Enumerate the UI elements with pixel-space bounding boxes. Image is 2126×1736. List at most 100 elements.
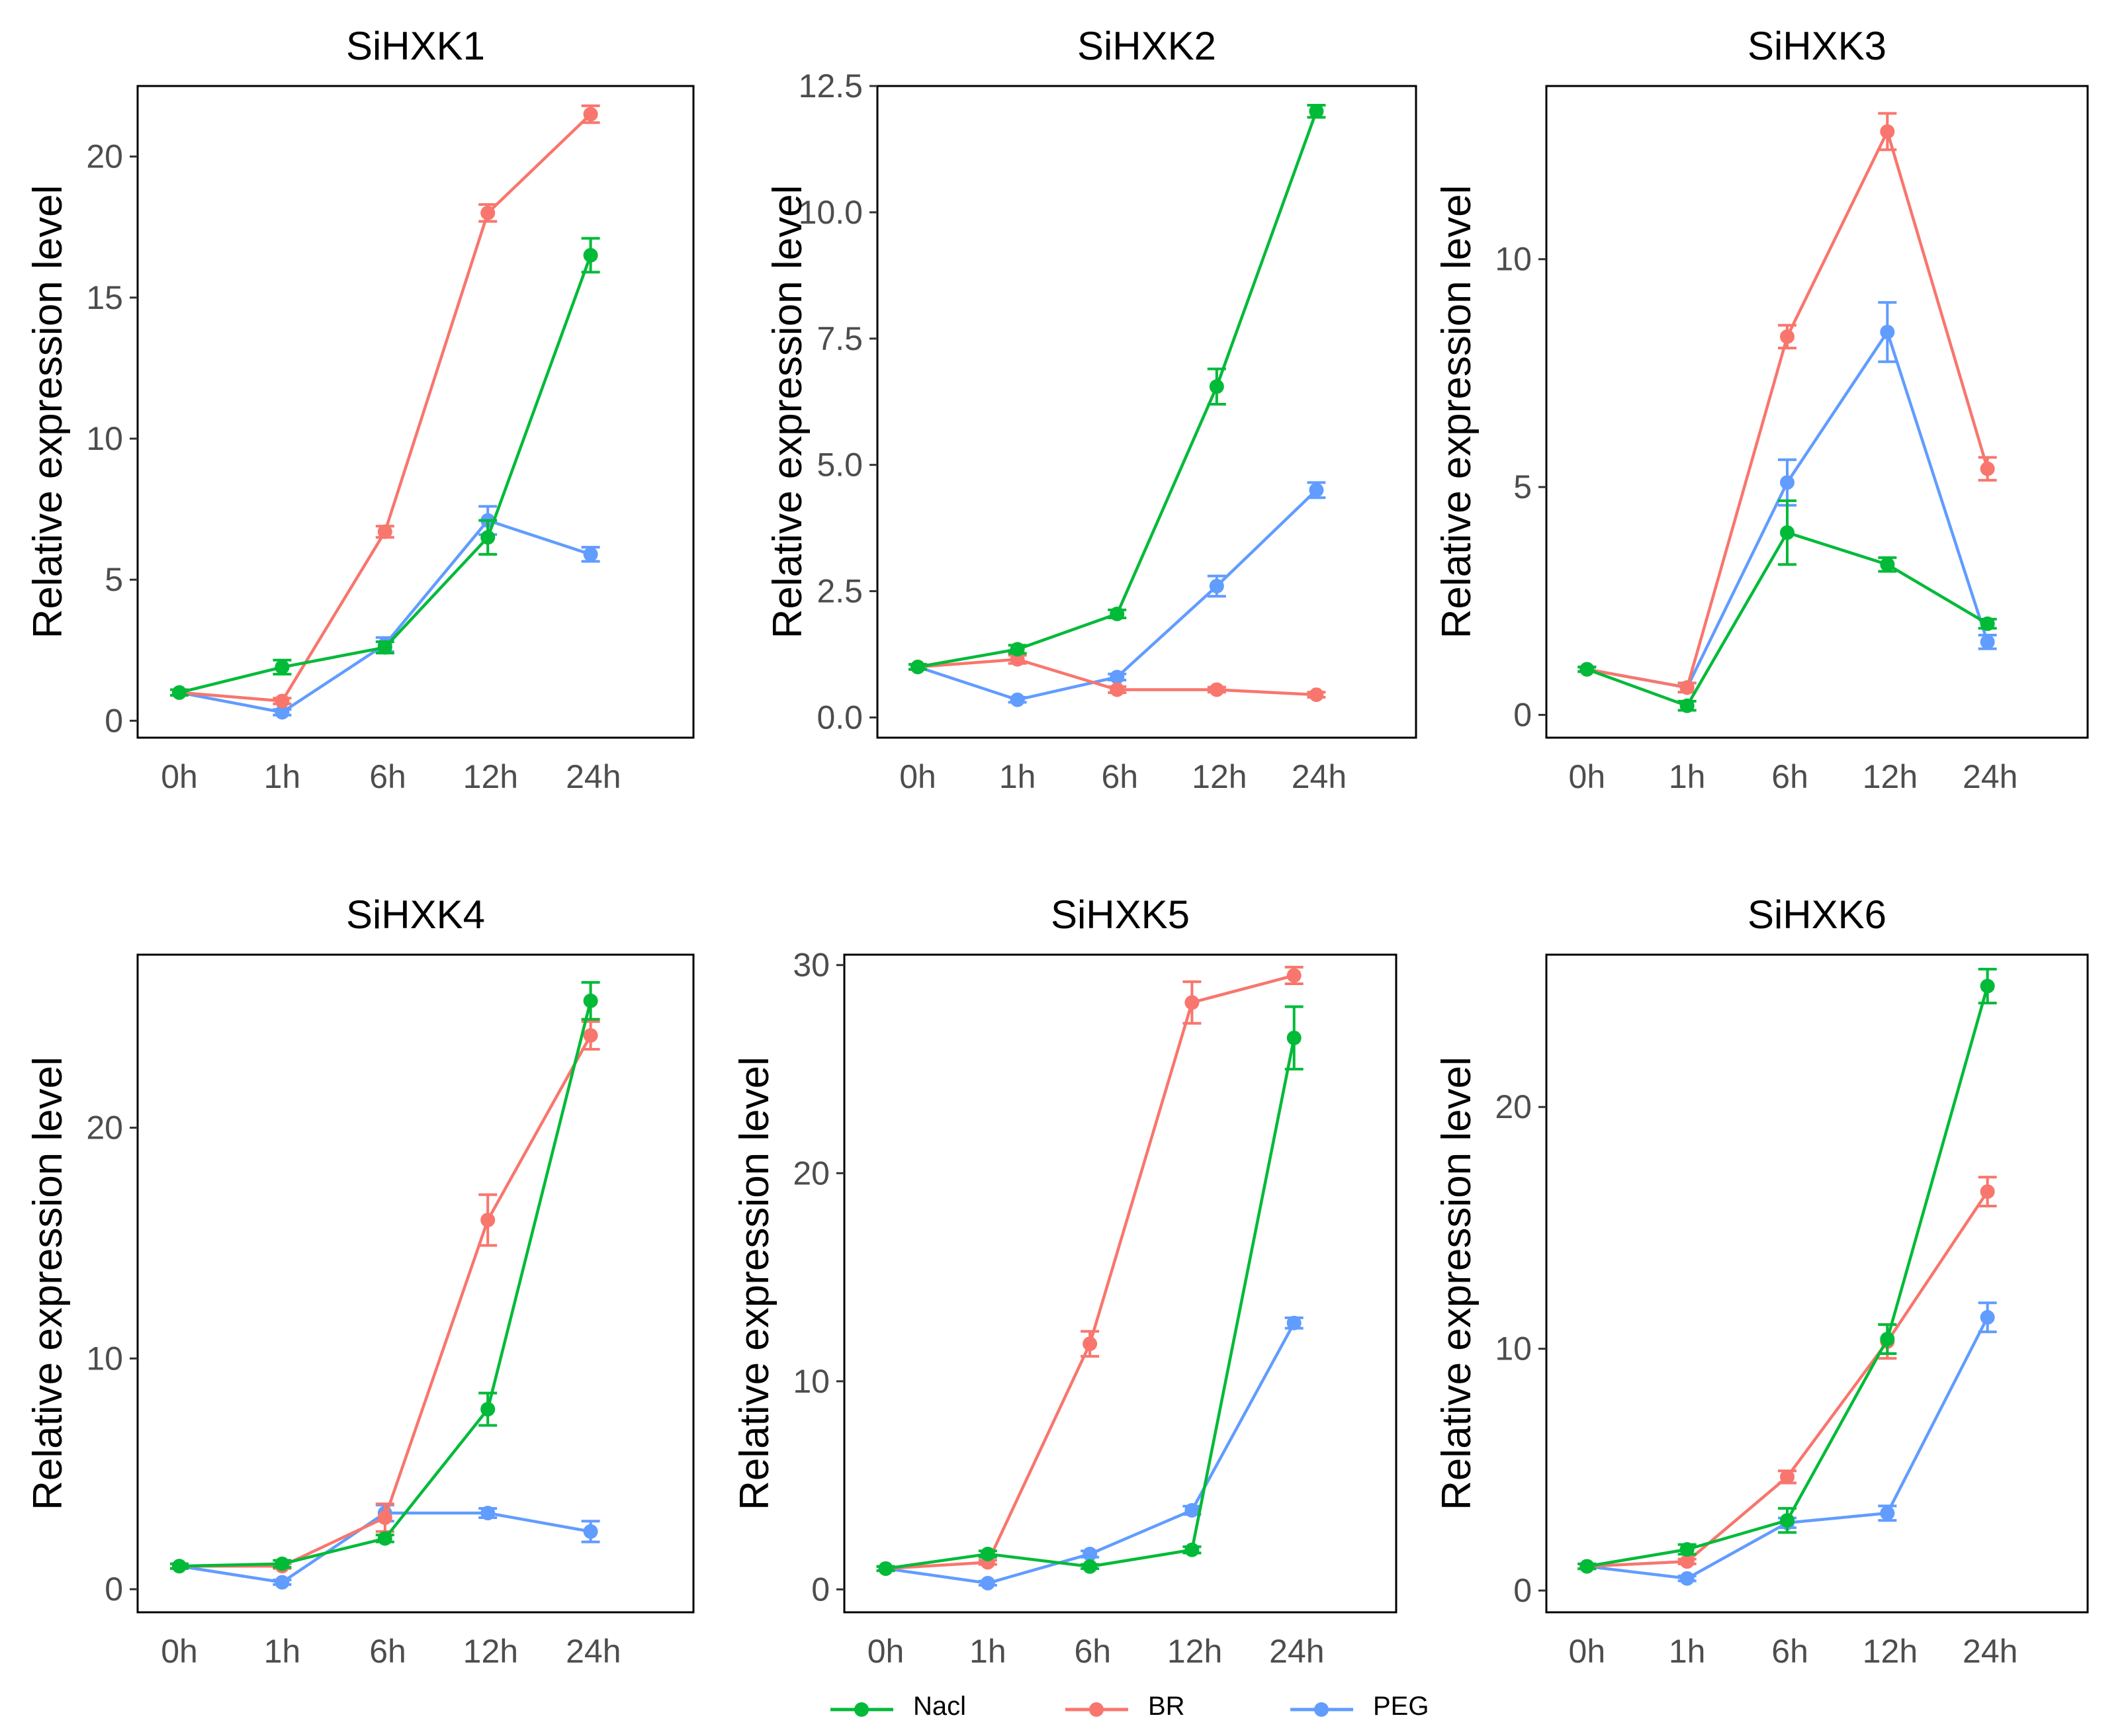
- chart-title: SiHXK5: [1051, 892, 1190, 937]
- y-tick-label: 7.5: [817, 320, 863, 357]
- y-tick-label: 12.5: [799, 67, 863, 105]
- x-tick-label: 0h: [161, 758, 198, 795]
- data-point: [1780, 329, 1795, 344]
- x-tick-label: 1h: [1669, 758, 1706, 795]
- y-tick-label: 20: [1495, 1088, 1532, 1125]
- data-point: [377, 524, 392, 539]
- x-tick-label: 6h: [1771, 758, 1808, 795]
- y-tick-label: 0: [1513, 697, 1532, 734]
- data-point: [275, 705, 290, 720]
- x-tick-label: 12h: [1167, 1633, 1222, 1670]
- y-tick-label: 0: [105, 1571, 123, 1608]
- data-point: [172, 685, 187, 700]
- series-peg: [1577, 1301, 1997, 1586]
- x-tick-label: 0h: [1569, 1633, 1606, 1670]
- series-line: [179, 113, 592, 703]
- x-tick-label: 12h: [463, 758, 518, 795]
- series-nacl: [1577, 967, 1997, 1574]
- data-point: [1679, 698, 1695, 713]
- x-tick-label: 6h: [369, 1633, 406, 1670]
- legend-key-point: [1089, 1702, 1104, 1717]
- data-point: [583, 993, 598, 1008]
- y-tick-label: 0.0: [817, 699, 863, 736]
- data-point: [1780, 475, 1795, 490]
- data-point: [275, 693, 290, 709]
- y-axis-label: Relative expression level: [25, 185, 71, 639]
- plot-frame: [1545, 953, 2089, 1614]
- series-line: [885, 1037, 1296, 1571]
- data-point: [1679, 680, 1695, 695]
- y-tick-label: 2.5: [817, 573, 863, 610]
- plot-frame: [136, 953, 695, 1614]
- x-tick-label: 24h: [1269, 1633, 1324, 1670]
- y-axis-label: Relative expression level: [732, 1057, 777, 1510]
- series-line: [917, 489, 1317, 701]
- x-tick-label: 6h: [1771, 1633, 1808, 1670]
- data-point: [583, 1524, 598, 1539]
- x-tick-label: 12h: [1863, 758, 1918, 795]
- chart-title: SiHXK2: [1077, 24, 1216, 68]
- data-point: [1880, 324, 1895, 339]
- data-point: [480, 1506, 496, 1521]
- x-tick-label: 0h: [161, 1633, 198, 1670]
- data-point: [910, 660, 926, 675]
- series-nacl: [170, 980, 600, 1574]
- data-point: [1010, 652, 1025, 667]
- y-tick-label: 0: [1513, 1572, 1532, 1609]
- data-point: [1010, 642, 1025, 657]
- chart-panel-3: SiHXK3 Relative expression level 0 5 10 0h 1h 6…: [1434, 24, 2089, 795]
- plot-frame: [876, 85, 1417, 739]
- data-point: [1083, 1559, 1098, 1574]
- data-point: [1209, 682, 1224, 697]
- y-tick-label: 0: [105, 702, 123, 739]
- data-point: [1083, 1336, 1098, 1352]
- series-br: [876, 965, 1304, 1576]
- series-line: [179, 1000, 592, 1568]
- data-point: [480, 530, 496, 545]
- series-line: [179, 1034, 592, 1568]
- y-tick-label: 0: [811, 1571, 830, 1608]
- x-tick-label: 12h: [1192, 758, 1247, 795]
- series-line: [885, 974, 1295, 1571]
- x-tick-label: 1h: [264, 758, 301, 795]
- x-tick-label: 1h: [264, 1633, 301, 1670]
- y-tick-label: 20: [793, 1154, 830, 1192]
- data-point: [1110, 682, 1125, 697]
- data-point: [1679, 1541, 1695, 1557]
- x-tick-label: 6h: [1101, 758, 1138, 795]
- data-point: [1184, 1542, 1200, 1557]
- chart-title: SiHXK1: [346, 24, 485, 68]
- x-tick-label: 0h: [1569, 758, 1606, 795]
- series-nacl: [1577, 499, 1997, 713]
- x-tick-label: 1h: [969, 1633, 1006, 1670]
- data-point: [1579, 662, 1595, 677]
- data-point: [1679, 1554, 1695, 1569]
- x-tick-label: 24h: [1963, 1633, 2017, 1670]
- series-br: [1577, 112, 1997, 695]
- data-point: [1209, 578, 1224, 593]
- plot-frame: [1545, 85, 2089, 739]
- series-br: [170, 1020, 600, 1574]
- legend-item-br: BR: [1065, 1692, 1185, 1721]
- data-point: [1880, 1506, 1895, 1521]
- y-tick-label: 30: [793, 947, 830, 984]
- x-tick-label: 12h: [1863, 1633, 1918, 1670]
- y-tick-label: 20: [86, 138, 123, 175]
- data-point: [1083, 1546, 1098, 1561]
- data-point: [275, 1556, 290, 1571]
- x-tick-label: 12h: [463, 1633, 518, 1670]
- series-peg: [1577, 301, 1997, 695]
- data-point: [1880, 557, 1895, 572]
- data-point: [1184, 995, 1200, 1010]
- x-tick-label: 1h: [1669, 1633, 1706, 1670]
- chart-panel-2: SiHXK2 Relative expression level 0.0 2.5 5.0…: [765, 24, 1417, 795]
- data-point: [980, 1546, 995, 1561]
- data-point: [1286, 1315, 1302, 1330]
- x-tick-label: 0h: [867, 1633, 905, 1670]
- data-point: [275, 660, 290, 675]
- chart-title: SiHXK3: [1748, 24, 1886, 68]
- y-tick-label: 10: [86, 420, 123, 457]
- data-point: [980, 1575, 995, 1590]
- series-nacl: [876, 1005, 1304, 1576]
- y-tick-label: 5: [1513, 468, 1532, 505]
